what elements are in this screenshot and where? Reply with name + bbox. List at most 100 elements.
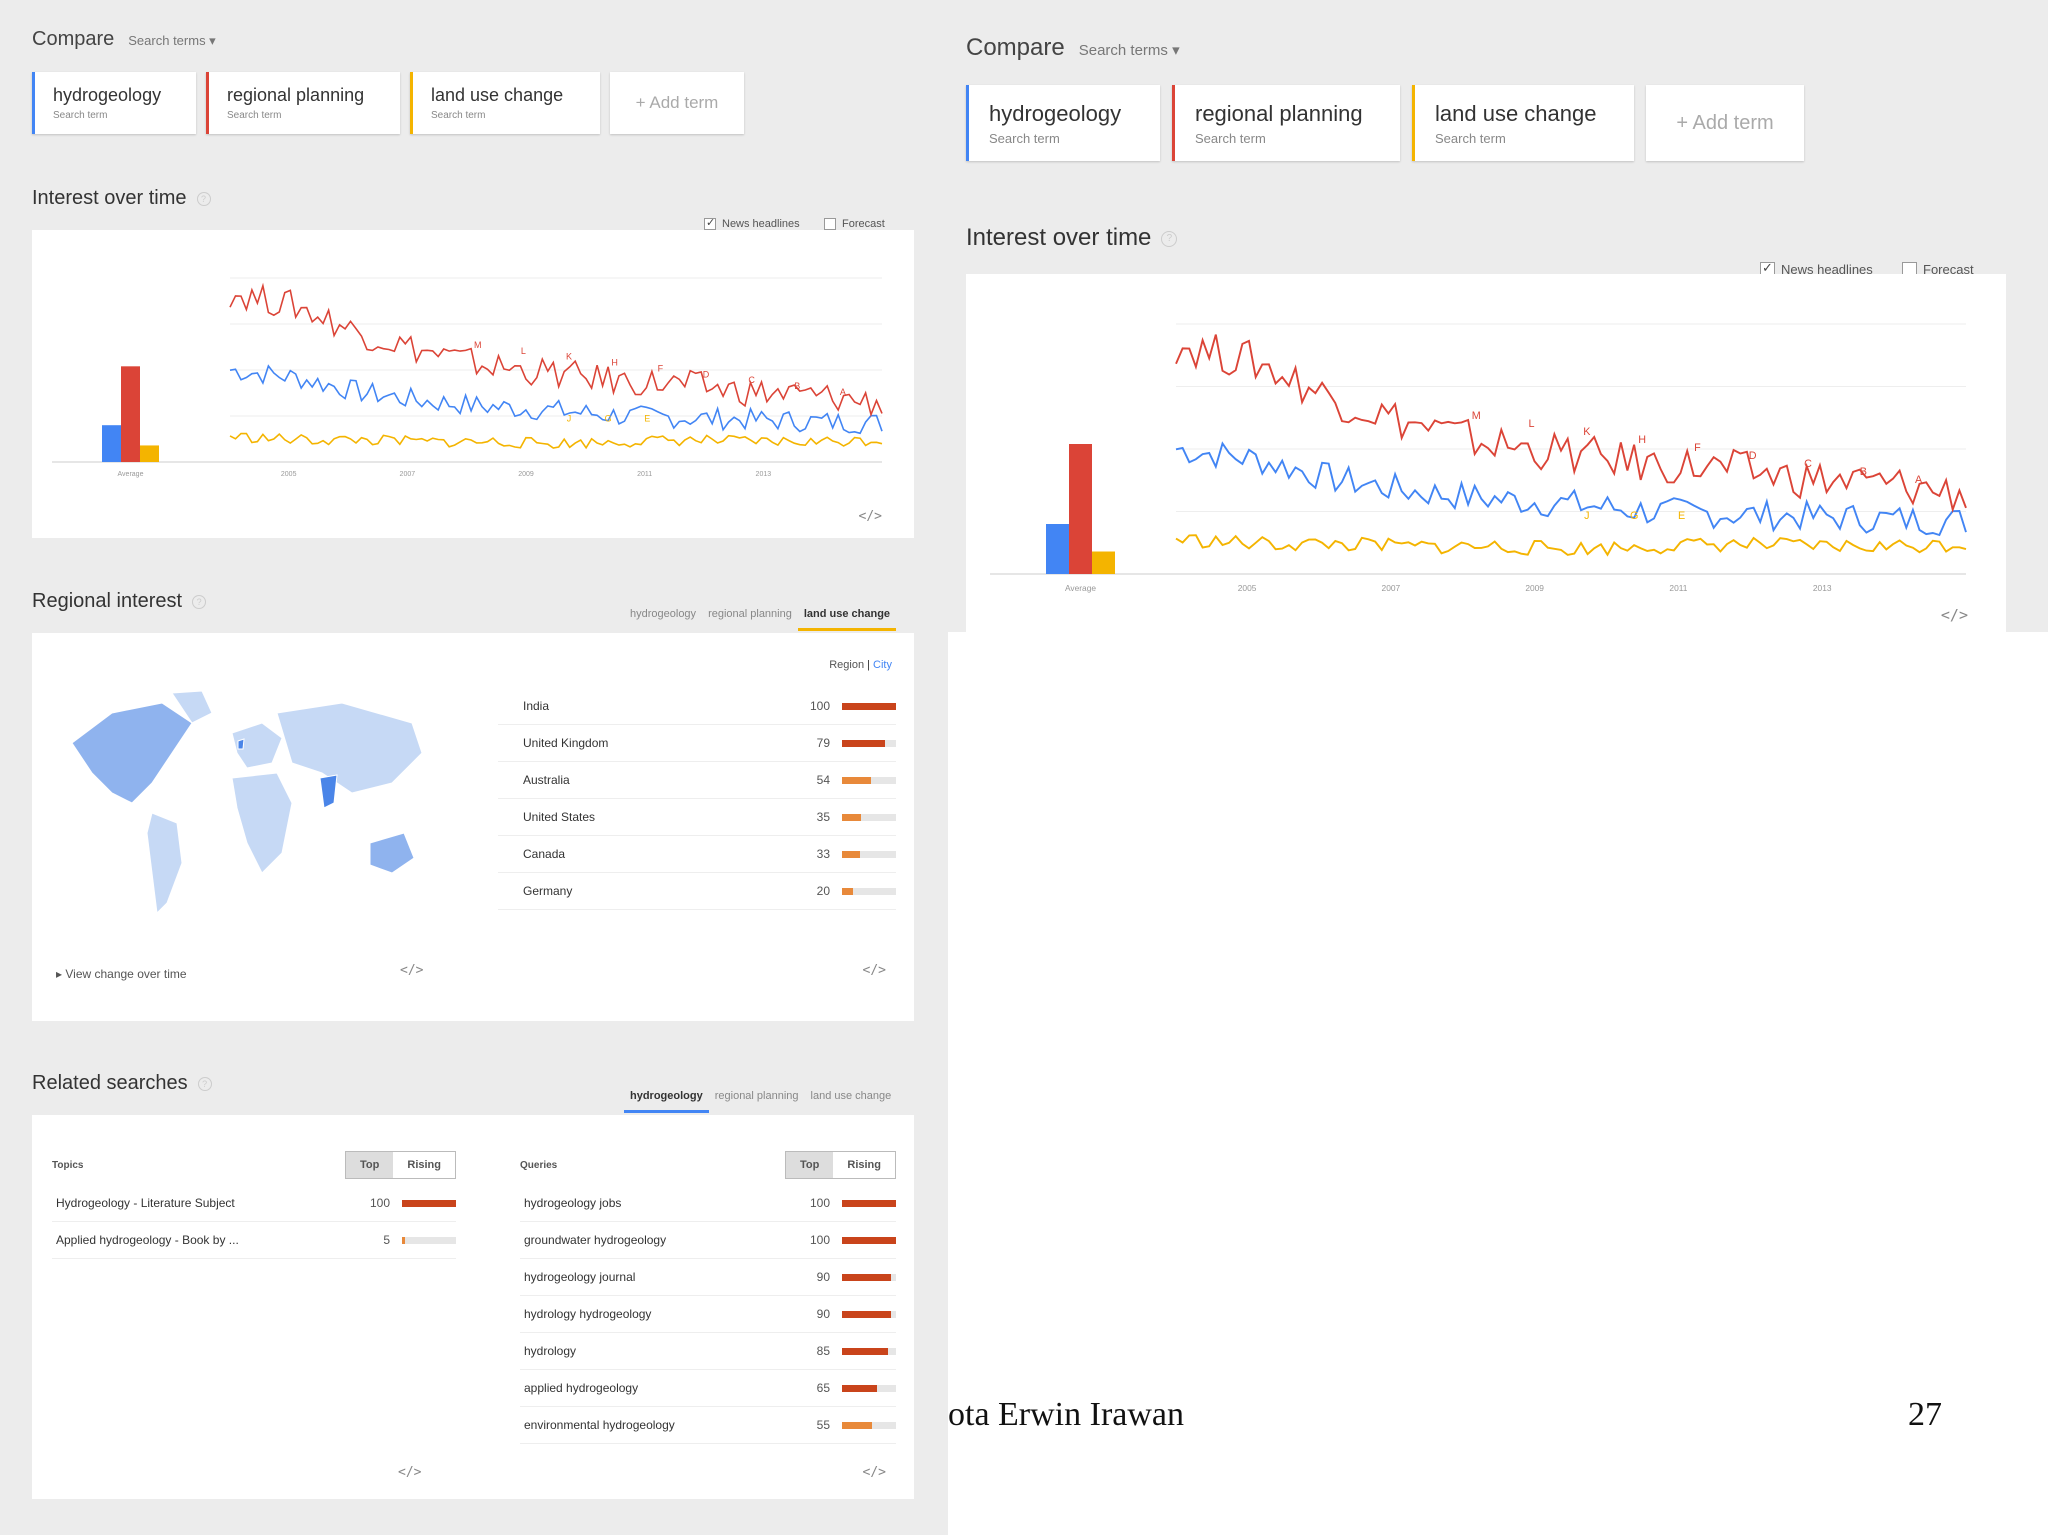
news-marker[interactable]: H xyxy=(611,358,618,368)
average-bar-land-use-change[interactable] xyxy=(140,445,159,462)
average-bar-regional-planning[interactable] xyxy=(1069,444,1092,574)
related-row[interactable]: hydrology 85 xyxy=(520,1333,896,1370)
africa-shape[interactable] xyxy=(231,772,293,874)
embed-icon[interactable]: </> xyxy=(1940,606,1968,624)
news-marker[interactable]: L xyxy=(521,346,526,356)
region-name: United States xyxy=(523,810,596,824)
view-change-over-time-link[interactable]: ▸ View change over time xyxy=(56,967,187,981)
asia-shape[interactable] xyxy=(276,702,423,794)
news-marker[interactable]: E xyxy=(1678,510,1685,522)
region-row[interactable]: United States 35 xyxy=(498,799,896,836)
average-bar-hydrogeology[interactable] xyxy=(1046,524,1069,574)
india-shape[interactable] xyxy=(319,774,338,809)
line-series-land-use-change[interactable] xyxy=(1175,534,1967,557)
region-list: India 100 United Kingdom 79 Australia 54 Unite… xyxy=(498,688,896,910)
australia-shape[interactable] xyxy=(369,832,415,874)
news-marker[interactable]: F xyxy=(658,363,664,373)
related-row[interactable]: environmental hydrogeology 55 xyxy=(520,1407,896,1444)
region-row[interactable]: Australia 54 xyxy=(498,762,896,799)
top-button[interactable]: Top xyxy=(786,1152,834,1178)
line-series-regional-planning[interactable] xyxy=(1175,334,1967,514)
line-series-land-use-change[interactable] xyxy=(229,432,883,450)
news-marker[interactable]: G xyxy=(1630,510,1638,522)
help-icon[interactable]: ? xyxy=(192,594,207,609)
tab-land-use-change[interactable]: land use change xyxy=(797,608,897,631)
queries-embed-icon[interactable]: </> xyxy=(862,1465,886,1480)
search-terms-dropdown[interactable]: Search terms ▾ xyxy=(1078,42,1180,59)
uk-shape[interactable] xyxy=(237,738,245,750)
tab-regional-planning[interactable]: regional planning xyxy=(714,1090,799,1102)
news-marker[interactable]: B xyxy=(794,381,800,391)
add-term-button[interactable]: + Add term xyxy=(610,72,744,134)
top-button[interactable]: Top xyxy=(346,1152,394,1178)
line-series-regional-planning[interactable] xyxy=(229,282,883,418)
related-row[interactable]: groundwater hydrogeology 100 xyxy=(520,1222,896,1259)
term-chip-regional-planning[interactable]: regional planning Search term xyxy=(206,72,400,134)
news-marker[interactable]: M xyxy=(1472,410,1481,422)
tab-land-use-change[interactable]: land use change xyxy=(810,1090,892,1102)
news-marker[interactable]: A xyxy=(1915,474,1923,486)
news-marker[interactable]: J xyxy=(567,414,572,424)
related-row[interactable]: hydrology hydrogeology 90 xyxy=(520,1296,896,1333)
help-icon[interactable]: ? xyxy=(196,191,211,206)
news-headlines-checkbox[interactable]: News headlines xyxy=(1760,260,1873,277)
help-icon[interactable]: ? xyxy=(1161,230,1178,247)
north-america-shape[interactable] xyxy=(71,702,193,804)
news-marker[interactable]: D xyxy=(703,369,710,379)
news-headlines-checkbox[interactable]: News headlines xyxy=(704,216,800,230)
news-marker[interactable]: C xyxy=(1804,458,1812,470)
region-row[interactable]: Canada 33 xyxy=(498,836,896,873)
news-marker[interactable]: B xyxy=(1860,466,1867,478)
news-marker[interactable]: A xyxy=(840,387,846,397)
average-bar-hydrogeology[interactable] xyxy=(102,425,121,462)
search-terms-dropdown[interactable]: Search terms ▾ xyxy=(128,33,216,48)
related-row[interactable]: applied hydrogeology 65 xyxy=(520,1370,896,1407)
tab-hydrogeology[interactable]: hydrogeology xyxy=(630,608,697,620)
south-america-shape[interactable] xyxy=(146,812,183,915)
add-term-button[interactable]: + Add term xyxy=(1646,85,1804,161)
news-marker[interactable]: M xyxy=(474,340,482,350)
related-row[interactable]: Applied hydrogeology - Book by ... 5 xyxy=(52,1222,456,1259)
news-marker[interactable]: D xyxy=(1749,450,1757,462)
term-chip-hydrogeology[interactable]: hydrogeology Search term xyxy=(966,85,1160,161)
list-embed-icon[interactable]: </> xyxy=(862,963,886,978)
forecast-checkbox[interactable]: Forecast xyxy=(1902,262,1974,277)
news-marker[interactable]: J xyxy=(1584,510,1589,522)
region-row[interactable]: India 100 xyxy=(498,688,896,725)
rising-button[interactable]: Rising xyxy=(847,1159,881,1171)
related-row[interactable]: Hydrogeology - Literature Subject 100 xyxy=(52,1185,456,1222)
related-row[interactable]: hydrogeology journal 90 xyxy=(520,1259,896,1296)
help-icon[interactable]: ? xyxy=(197,1076,212,1091)
line-series-hydrogeology[interactable] xyxy=(1175,441,1967,537)
greenland-shape[interactable] xyxy=(171,690,213,724)
rising-button[interactable]: Rising xyxy=(407,1159,441,1171)
tab-hydrogeology[interactable]: hydrogeology xyxy=(624,1090,709,1113)
embed-icon[interactable]: </> xyxy=(858,509,882,524)
average-bar-regional-planning[interactable] xyxy=(121,366,140,462)
news-marker[interactable]: H xyxy=(1638,434,1646,446)
tab-regional-planning[interactable]: regional planning xyxy=(708,608,792,620)
toggle-city[interactable]: City xyxy=(873,659,892,671)
news-marker[interactable]: K xyxy=(566,352,572,362)
news-marker[interactable]: F xyxy=(1694,442,1701,454)
related-row[interactable]: hydrogeology jobs 100 xyxy=(520,1185,896,1222)
map-embed-icon[interactable]: </> xyxy=(400,963,424,978)
news-marker[interactable]: C xyxy=(748,375,755,385)
news-marker[interactable]: L xyxy=(1528,418,1534,430)
news-marker[interactable]: E xyxy=(644,414,650,424)
topics-embed-icon[interactable]: </> xyxy=(398,1465,422,1480)
line-series-hydrogeology[interactable] xyxy=(229,364,883,435)
news-marker[interactable]: K xyxy=(1583,426,1591,438)
forecast-checkbox[interactable]: Forecast xyxy=(824,218,885,230)
europe-shape[interactable] xyxy=(231,722,283,769)
world-map[interactable] xyxy=(52,683,442,943)
news-marker[interactable]: G xyxy=(605,414,612,424)
region-row[interactable]: Germany 20 xyxy=(498,873,896,910)
term-chip-regional-planning[interactable]: regional planning Search term xyxy=(1172,85,1400,161)
region-row[interactable]: United Kingdom 79 xyxy=(498,725,896,762)
term-chip-land-use-change[interactable]: land use change Search term xyxy=(1412,85,1634,161)
average-bar-land-use-change[interactable] xyxy=(1092,551,1115,575)
term-chip-hydrogeology[interactable]: hydrogeology Search term xyxy=(32,72,196,134)
term-chip-land-use-change[interactable]: land use change Search term xyxy=(410,72,600,134)
toggle-region[interactable]: Region xyxy=(829,659,865,671)
